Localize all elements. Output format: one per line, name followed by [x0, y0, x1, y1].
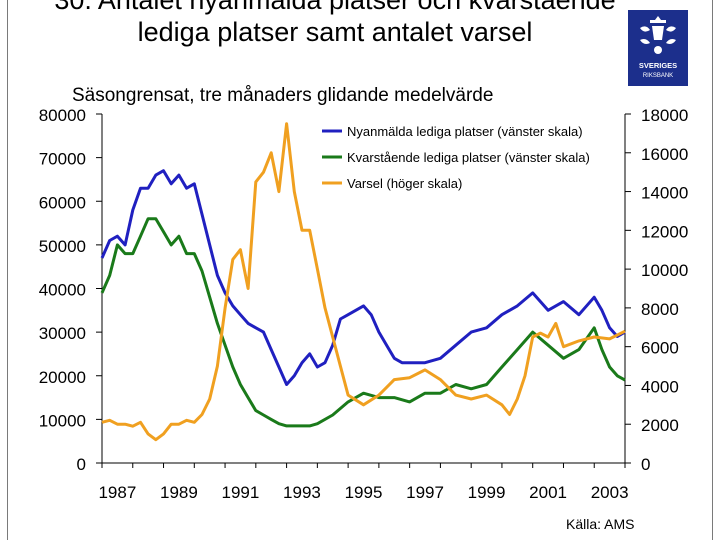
slide-frame-left-line [7, 0, 8, 540]
x-tick-label: 1987 [98, 483, 136, 502]
y-left-tick-label: 10000 [39, 411, 86, 430]
y-right-tick-label: 18000 [641, 106, 688, 125]
y-right-tick-label: 12000 [641, 222, 688, 241]
x-tick-label: 2001 [529, 483, 567, 502]
chart-subtitle: Säsongrensat, tre månaders glidande mede… [72, 85, 494, 106]
page-title: 30. Antalet nyanmälda platser och kvarst… [54, 0, 616, 47]
y-left-tick-label: 30000 [39, 324, 86, 343]
y-right-tick-label: 2000 [641, 416, 679, 435]
y-left-tick-label: 20000 [39, 368, 86, 387]
x-tick-label: 1999 [468, 483, 506, 502]
riksbank-logo: SVERIGES RIKSBANK [628, 10, 688, 86]
series-line-3 [101, 122, 626, 442]
y-left-tick-label: 80000 [39, 106, 86, 125]
y-right-tick-label: 4000 [641, 377, 679, 396]
x-tick-label: 1991 [222, 483, 260, 502]
y-right-tick-label: 0 [641, 455, 650, 474]
legend-label-2: Kvarstående lediga platser (vänster skal… [347, 150, 590, 165]
y-left-tick-label: 70000 [39, 150, 86, 169]
legend-label-3: Varsel (höger skala) [347, 176, 462, 191]
y-right-tick-label: 6000 [641, 339, 679, 358]
svg-text:RIKSBANK: RIKSBANK [643, 73, 673, 79]
series-line-2 [100, 217, 626, 428]
y-right-tick-label: 16000 [641, 145, 688, 164]
y-left-tick-label: 0 [77, 455, 86, 474]
x-tick-label: 2003 [591, 483, 629, 502]
x-tick-label: 1993 [283, 483, 321, 502]
slide-frame-right-line [712, 0, 713, 540]
y-left-tick-label: 50000 [39, 237, 86, 256]
svg-text:SVERIGES: SVERIGES [639, 61, 677, 70]
y-right-tick-label: 14000 [641, 184, 688, 203]
y-right-tick-label: 8000 [641, 300, 679, 319]
y-left-tick-label: 40000 [39, 281, 86, 300]
y-left-tick-label: 60000 [39, 193, 86, 212]
legend-label-1: Nyanmälda lediga platser (vänster skala) [347, 124, 583, 139]
x-tick-label: 1989 [160, 483, 198, 502]
x-tick-label: 1997 [406, 483, 444, 502]
source-note: Källa: AMS [566, 516, 635, 532]
series-line-1 [100, 169, 626, 386]
x-tick-label: 1995 [345, 483, 383, 502]
y-right-tick-label: 10000 [641, 261, 688, 280]
